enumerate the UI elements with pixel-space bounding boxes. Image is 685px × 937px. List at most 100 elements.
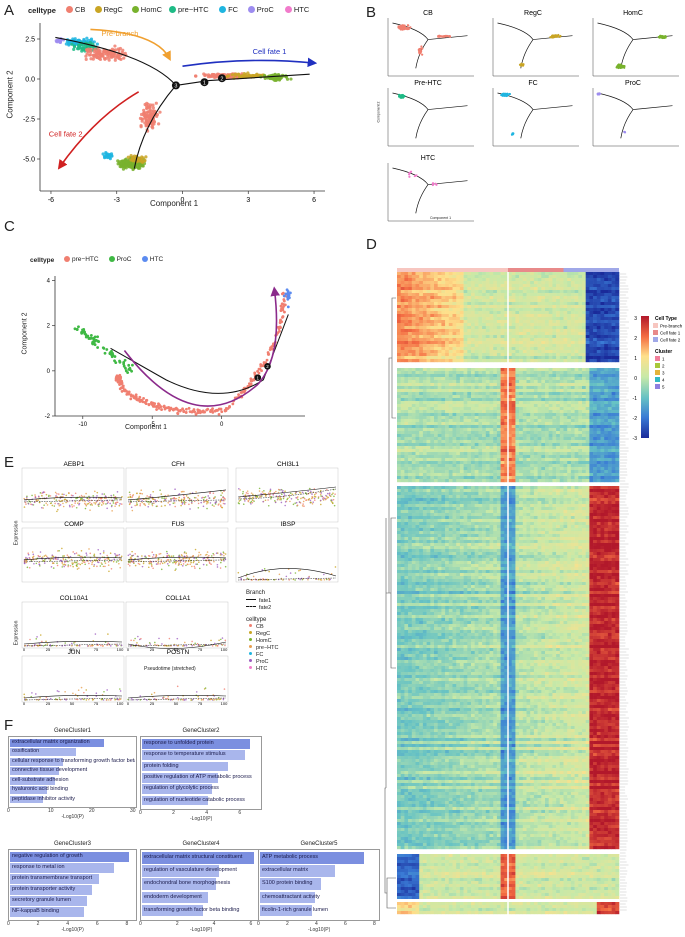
heat-cell [615, 290, 620, 294]
heat-cell [533, 428, 538, 432]
heat-cell [489, 287, 494, 291]
heat-cell [552, 296, 557, 300]
heat-cell [408, 284, 413, 288]
heat-cell [615, 293, 620, 297]
heat-cell [611, 335, 616, 339]
heat-cell [604, 344, 609, 348]
heat-cell [445, 272, 450, 276]
heat-cell [482, 323, 487, 327]
heat-cell [411, 407, 416, 411]
heat-cell [511, 368, 516, 372]
heat-cell [611, 353, 616, 357]
heat-cell [448, 401, 453, 405]
branch-node-label: 2 [220, 76, 223, 82]
cell-point [108, 352, 112, 356]
heat-cell [485, 317, 490, 321]
heat-cell [493, 389, 498, 393]
heat-cell [548, 323, 553, 327]
heat-cell [533, 314, 538, 318]
heat-cell [456, 338, 461, 342]
heat-cell [459, 320, 464, 324]
heat-cell [533, 308, 538, 312]
heat-cell [593, 284, 598, 288]
heat-cell [511, 329, 516, 333]
heat-cell [548, 308, 553, 312]
heat-cell [530, 320, 535, 324]
heat-cell [589, 425, 594, 429]
heat-cell [485, 305, 490, 309]
heat-cell [522, 302, 527, 306]
heat-cell [397, 347, 401, 351]
fate-arrow-label: Cell fate 2 [49, 130, 83, 139]
heat-cell [408, 350, 413, 354]
heat-cell [515, 305, 520, 309]
heat-cell [441, 431, 446, 435]
heat-cell [589, 383, 594, 387]
heat-cell [419, 422, 424, 426]
cell-point [151, 109, 155, 113]
heat-cell [526, 290, 531, 294]
heat-cell [552, 416, 557, 420]
heat-cell [578, 302, 583, 306]
heat-cell [578, 326, 583, 330]
heat-cell [585, 329, 590, 333]
cell-point [142, 397, 145, 400]
heat-cell [600, 320, 605, 324]
heat-cell [559, 272, 564, 276]
cell-point [85, 52, 89, 56]
heat-cell [537, 293, 542, 297]
heat-cell [441, 353, 446, 357]
heat-cell [463, 296, 468, 300]
heat-cell [500, 419, 505, 423]
heat-cell [570, 278, 575, 282]
heat-cell [533, 407, 538, 411]
heat-cell [574, 281, 579, 285]
heat-cell [522, 350, 527, 354]
heat-cell [541, 272, 546, 276]
heat-cell [545, 401, 549, 405]
heat-cell [548, 425, 553, 429]
heat-cell [526, 272, 531, 276]
heat-cell [504, 386, 509, 390]
cell-point [280, 302, 284, 306]
heat-cell [482, 410, 487, 414]
heat-cell [574, 395, 579, 399]
heat-cell [578, 338, 583, 342]
heat-cell [411, 359, 416, 363]
legend-item-0: CB [66, 5, 85, 14]
heat-cell [485, 368, 490, 372]
heat-cell [452, 434, 457, 438]
heat-cell [430, 284, 435, 288]
legend-dot [131, 6, 139, 13]
heat-cell [607, 278, 612, 282]
heat-cell [515, 386, 520, 390]
heat-cell [493, 434, 498, 438]
heat-cell [437, 422, 442, 426]
heat-cell [504, 398, 509, 402]
heat-cell [607, 374, 612, 378]
heat-cell [430, 332, 435, 336]
heat-cell [397, 305, 401, 309]
heat-cell [419, 317, 424, 321]
heat-cell [574, 425, 579, 429]
heat-cell [515, 383, 520, 387]
heat-cell [404, 389, 409, 393]
heat-cell [607, 347, 612, 351]
heat-cell [467, 314, 472, 318]
heat-cell [422, 290, 427, 294]
heat-cell [519, 350, 524, 354]
heat-cell [530, 392, 535, 396]
heat-cell [582, 380, 586, 384]
heat-cell [400, 278, 405, 282]
heat-cell [607, 341, 612, 345]
heat-cell [434, 326, 438, 330]
heat-cell [533, 374, 538, 378]
heat-cell [596, 404, 601, 408]
heat-cell [582, 278, 586, 282]
heat-cell [493, 401, 498, 405]
heat-cell [589, 335, 594, 339]
heat-cell [548, 281, 553, 285]
cell-point [136, 398, 140, 401]
heat-cell [419, 353, 424, 357]
